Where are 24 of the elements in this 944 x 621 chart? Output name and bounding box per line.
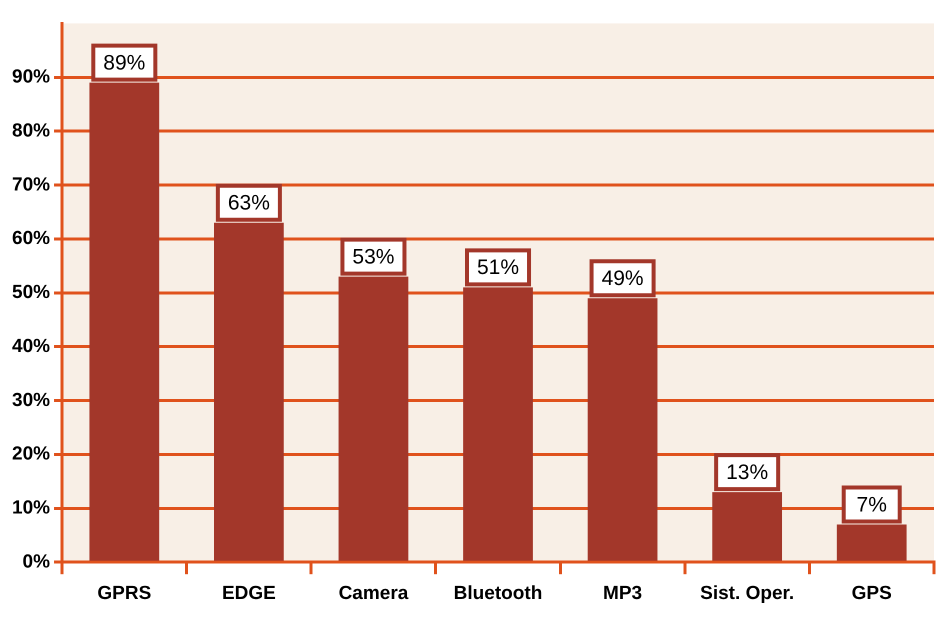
- y-tick-label: 90%: [12, 66, 50, 88]
- y-tick-label: 60%: [12, 228, 50, 250]
- data-label: 51%: [477, 256, 520, 280]
- x-tick-label: EDGE: [222, 582, 276, 604]
- x-tick-label: Camera: [338, 582, 409, 604]
- data-label: 89%: [103, 51, 146, 74]
- data-label: 63%: [228, 192, 270, 215]
- y-tick-label: 40%: [12, 336, 50, 357]
- y-tick-label: 0%: [22, 551, 50, 572]
- x-tick-label: Sist. Oper.: [700, 582, 794, 604]
- y-tick-label: 50%: [12, 282, 50, 304]
- data-label: 53%: [352, 245, 394, 268]
- y-tick-label: 80%: [12, 120, 50, 142]
- x-tick-label: GPS: [852, 582, 892, 604]
- data-label: 49%: [602, 266, 644, 290]
- x-tick-label: MP3: [603, 582, 642, 604]
- y-tick-label: 70%: [12, 174, 50, 196]
- x-tick-label: GPRS: [97, 582, 152, 604]
- y-tick-label: 30%: [12, 390, 50, 411]
- y-tick-label: 20%: [12, 444, 50, 465]
- y-tick-label: 10%: [12, 498, 50, 519]
- data-label: 7%: [856, 493, 887, 516]
- data-label: 13%: [726, 460, 768, 484]
- x-tick-label: Bluetooth: [454, 582, 542, 604]
